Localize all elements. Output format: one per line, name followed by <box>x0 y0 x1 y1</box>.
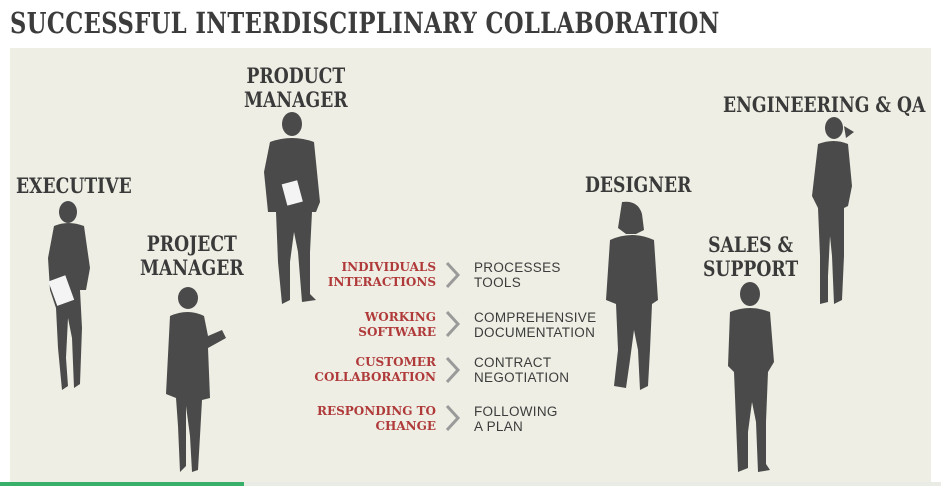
value-over-4: RESPONDING TO CHANGE <box>316 404 436 433</box>
value-over-3: CUSTOMER COLLABORATION <box>314 355 436 384</box>
role-label-engineering-qa: ENGINEERING & QA <box>723 92 926 117</box>
engineering-qa-silhouette <box>806 116 861 311</box>
chevron-right-icon <box>444 356 462 388</box>
executive-silhouette <box>40 198 100 393</box>
value-under-3: CONTRACT NEGOTIATION <box>474 355 570 385</box>
project-manager-silhouette <box>160 286 230 476</box>
chevron-right-icon <box>444 404 462 436</box>
designer-silhouette <box>600 200 665 395</box>
role-label-sales-support: SALES & SUPPORT <box>703 232 799 281</box>
playback-progress-bar[interactable] <box>0 482 244 486</box>
value-under-1: PROCESSES TOOLS <box>474 260 561 290</box>
value-over-2: WORKING SOFTWARE <box>358 310 436 339</box>
role-label-designer: DESIGNER <box>585 172 692 197</box>
role-label-product-manager: PRODUCT MANAGER <box>244 63 348 112</box>
value-over-1: INDIVIDUALS INTERACTIONS <box>327 260 436 289</box>
role-label-project-manager: PROJECT MANAGER <box>140 231 244 280</box>
chevron-right-icon <box>444 261 462 293</box>
sales-support-silhouette <box>720 282 780 477</box>
product-manager-silhouette <box>258 112 328 307</box>
value-under-4: FOLLOWING A PLAN <box>474 404 558 434</box>
page-title: SUCCESSFUL INTERDISCIPLINARY COLLABORATI… <box>10 6 720 40</box>
role-label-executive: EXECUTIVE <box>16 173 132 198</box>
chevron-right-icon <box>444 310 462 342</box>
value-under-2: COMPREHENSIVE DOCUMENTATION <box>474 310 597 340</box>
bottom-bar <box>0 482 941 486</box>
illustration-panel <box>10 48 931 482</box>
